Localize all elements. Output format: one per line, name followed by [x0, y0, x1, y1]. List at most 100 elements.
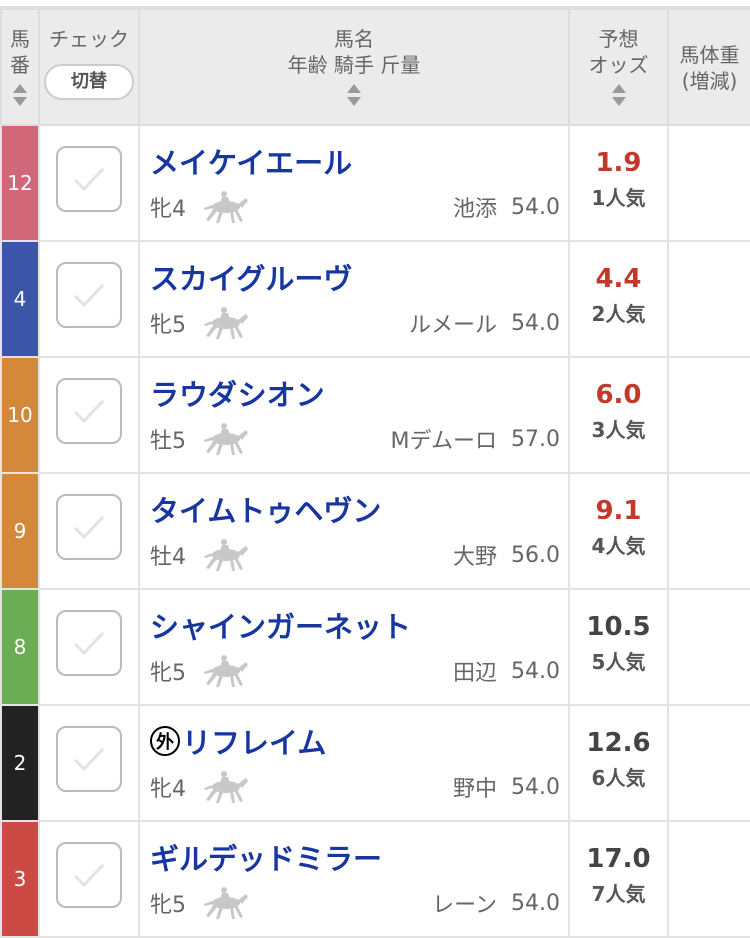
header-weight-label: 馬体重 — [679, 43, 740, 67]
odds-cell: 6.0 3人気 — [568, 356, 669, 474]
header-name-sub: 年齢 騎手 斤量 — [287, 53, 421, 77]
horse-cell: シャインガーネット 牝5 田辺 54.0 — [138, 588, 570, 706]
odds: 6.0 — [595, 380, 642, 410]
horse-cell: ラウダシオン 牡5 Mデムーロ 57.0 — [138, 356, 570, 474]
popularity: 6人気 — [591, 766, 646, 790]
popularity: 4人気 — [591, 534, 646, 558]
odds-cell: 9.1 4人気 — [568, 472, 669, 590]
check-icon — [73, 631, 105, 656]
header-name[interactable]: 馬名 年齢 騎手 斤量 — [138, 8, 570, 126]
popularity: 5人気 — [591, 650, 646, 674]
odds: 4.4 — [595, 264, 642, 294]
kinryo: 54.0 — [511, 774, 560, 800]
header-num[interactable]: 馬番 — [0, 8, 40, 126]
horse-number: 3 — [0, 820, 40, 938]
check-icon — [73, 863, 105, 888]
sex-age: 牝5 — [150, 313, 186, 338]
horse-jockey-icon — [204, 887, 248, 919]
jockey[interactable]: Mデムーロ — [390, 429, 498, 454]
horse-number: 4 — [0, 240, 40, 358]
horse-name[interactable]: シャインガーネット — [140, 590, 568, 646]
weight-cell — [667, 124, 750, 242]
horse-number: 12 — [0, 124, 40, 242]
horse-name[interactable]: ギルデッドミラー — [140, 822, 568, 878]
table-row: 8 シャインガーネット 牝5 田辺 54.0 10.5 5人気 — [0, 588, 750, 706]
header-odds[interactable]: 予想 オッズ — [568, 8, 669, 126]
checkbox[interactable] — [56, 378, 122, 444]
checkbox[interactable] — [56, 610, 122, 676]
horse-table: 馬番 チェック切替 馬名 年齢 騎手 斤量 予想 オッズ 馬体重 (増減) 12 メイ… — [0, 8, 750, 938]
sex-age: 牡4 — [150, 545, 186, 570]
table-row: 2 外リフレイム 牝4 野中 54.0 12.6 6人気 — [0, 704, 750, 822]
weight-cell — [667, 240, 750, 358]
check-icon — [73, 283, 105, 308]
sex-age: 牝5 — [150, 661, 186, 686]
weight-cell — [667, 588, 750, 706]
kinryo: 54.0 — [511, 310, 560, 336]
horse-jockey-icon — [204, 655, 248, 687]
check-cell — [38, 356, 140, 474]
horse-name-text: タイムトゥヘヴン — [150, 494, 382, 528]
jockey[interactable]: 大野 — [453, 545, 498, 570]
horse-number: 9 — [0, 472, 40, 590]
sex-age: 牝5 — [150, 893, 186, 918]
popularity: 7人気 — [591, 882, 646, 906]
check-icon — [73, 747, 105, 772]
horse-cell: スカイグルーヴ 牝5 ルメール 54.0 — [138, 240, 570, 358]
horse-name-text: リフレイム — [182, 726, 327, 760]
table-row: 12 メイケイエール 牝4 池添 54.0 1.9 1人気 — [0, 124, 750, 242]
weight-cell — [667, 704, 750, 822]
check-cell — [38, 820, 140, 938]
foreign-horse-badge: 外 — [150, 726, 180, 756]
popularity: 3人気 — [591, 418, 646, 442]
horse-jockey-icon — [204, 307, 248, 339]
jockey[interactable]: 田辺 — [453, 661, 498, 686]
jockey[interactable]: ルメール — [409, 313, 498, 338]
sort-icon — [13, 84, 27, 106]
sort-icon — [347, 84, 361, 106]
kinryo: 54.0 — [511, 194, 560, 220]
table-row: 10 ラウダシオン 牡5 Mデムーロ 57.0 6.0 3人気 — [0, 356, 750, 474]
odds-cell: 12.6 6人気 — [568, 704, 669, 822]
jockey[interactable]: 野中 — [453, 777, 498, 802]
horse-name[interactable]: メイケイエール — [140, 126, 568, 182]
horse-name[interactable]: タイムトゥヘヴン — [140, 474, 568, 530]
popularity: 1人気 — [591, 186, 646, 210]
odds-cell: 17.0 7人気 — [568, 820, 669, 938]
horse-cell: 外リフレイム 牝4 野中 54.0 — [138, 704, 570, 822]
jockey[interactable]: レーン — [432, 893, 498, 918]
horse-name[interactable]: スカイグルーヴ — [140, 242, 568, 298]
checkbox[interactable] — [56, 842, 122, 908]
check-icon — [73, 399, 105, 424]
header-check-label: チェック — [49, 27, 129, 51]
weight-cell — [667, 820, 750, 938]
horse-name[interactable]: 外リフレイム — [140, 706, 568, 762]
odds-cell: 4.4 2人気 — [568, 240, 669, 358]
checkbox[interactable] — [56, 146, 122, 212]
header-odds-sub: オッズ — [588, 53, 649, 77]
checkbox[interactable] — [56, 726, 122, 792]
checkbox[interactable] — [56, 494, 122, 560]
header-name-label: 馬名 — [334, 27, 374, 51]
jockey[interactable]: 池添 — [453, 197, 498, 222]
horse-name[interactable]: ラウダシオン — [140, 358, 568, 414]
weight-cell — [667, 472, 750, 590]
table-row: 9 タイムトゥヘヴン 牡4 大野 56.0 9.1 4人気 — [0, 472, 750, 590]
table-row: 4 スカイグルーヴ 牝5 ルメール 54.0 4.4 2人気 — [0, 240, 750, 358]
horse-number: 10 — [0, 356, 40, 474]
check-cell — [38, 124, 140, 242]
horse-name-text: シャインガーネット — [150, 610, 412, 644]
odds-cell: 10.5 5人気 — [568, 588, 669, 706]
header-weight-sub: (増減) — [681, 69, 738, 93]
header-check: チェック 切替 — [38, 8, 140, 126]
odds: 17.0 — [586, 844, 651, 874]
odds: 1.9 — [595, 148, 642, 178]
weight-cell — [667, 356, 750, 474]
checkbox[interactable] — [56, 262, 122, 328]
toggle-button[interactable]: 切替 — [44, 64, 134, 100]
kinryo: 54.0 — [511, 658, 560, 684]
sex-age: 牝4 — [150, 197, 186, 222]
horse-cell: タイムトゥヘヴン 牡4 大野 56.0 — [138, 472, 570, 590]
horse-number: 8 — [0, 588, 40, 706]
check-cell — [38, 240, 140, 358]
